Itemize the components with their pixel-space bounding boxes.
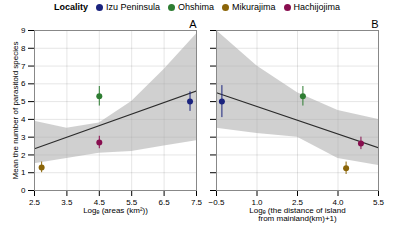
- svg-text:3.5: 3.5: [61, 198, 73, 207]
- svg-text:4: 4: [21, 115, 26, 124]
- svg-text:6.5: 6.5: [159, 198, 171, 207]
- html-text:Ohshima: Ohshima: [178, 2, 214, 12]
- html-text:Locality: Locality: [53, 2, 88, 12]
- svg-text:2: 2: [21, 151, 26, 160]
- svg-text:0: 0: [21, 186, 26, 195]
- svg-text:9: 9: [21, 26, 26, 35]
- svg-text:8: 8: [21, 44, 26, 53]
- svg-text:4.0: 4.0: [332, 198, 344, 208]
- svg-text:5.5: 5.5: [126, 198, 138, 208]
- html-text:Izu Peninsula: Izu Peninsula: [106, 2, 160, 12]
- svg-text:2.5: 2.5: [29, 198, 41, 207]
- svg-text:5: 5: [21, 97, 26, 106]
- svg-text:1: 1: [21, 168, 26, 177]
- svg-text:4.5: 4.5: [93, 198, 105, 208]
- svg-text:2.5: 2.5: [291, 198, 304, 208]
- svg-text:Logₑ (the distance of islandfr: Logₑ (the distance of islandfrom mainlan…: [249, 206, 345, 223]
- svg-text:Mean the number of parasitoid: Mean the number of parasitoid species: [11, 42, 20, 180]
- svg-text:5.5: 5.5: [373, 198, 385, 207]
- html-text:Hachijojima: Hachijojima: [293, 2, 341, 12]
- html-text:Mikurajima: Mikurajima: [232, 2, 276, 12]
- svg-text:7: 7: [21, 62, 26, 71]
- svg-text:Logₑ (areas (km²)): Logₑ (areas (km²)): [83, 206, 148, 215]
- svg-text:6: 6: [21, 79, 26, 88]
- svg-text:A: A: [189, 18, 197, 30]
- svg-text:1.0: 1.0: [251, 198, 263, 208]
- svg-text:−0.5: −0.5: [209, 198, 225, 207]
- svg-text:3: 3: [21, 133, 26, 142]
- svg-text:7.5: 7.5: [191, 198, 203, 207]
- svg-text:B: B: [371, 18, 378, 30]
